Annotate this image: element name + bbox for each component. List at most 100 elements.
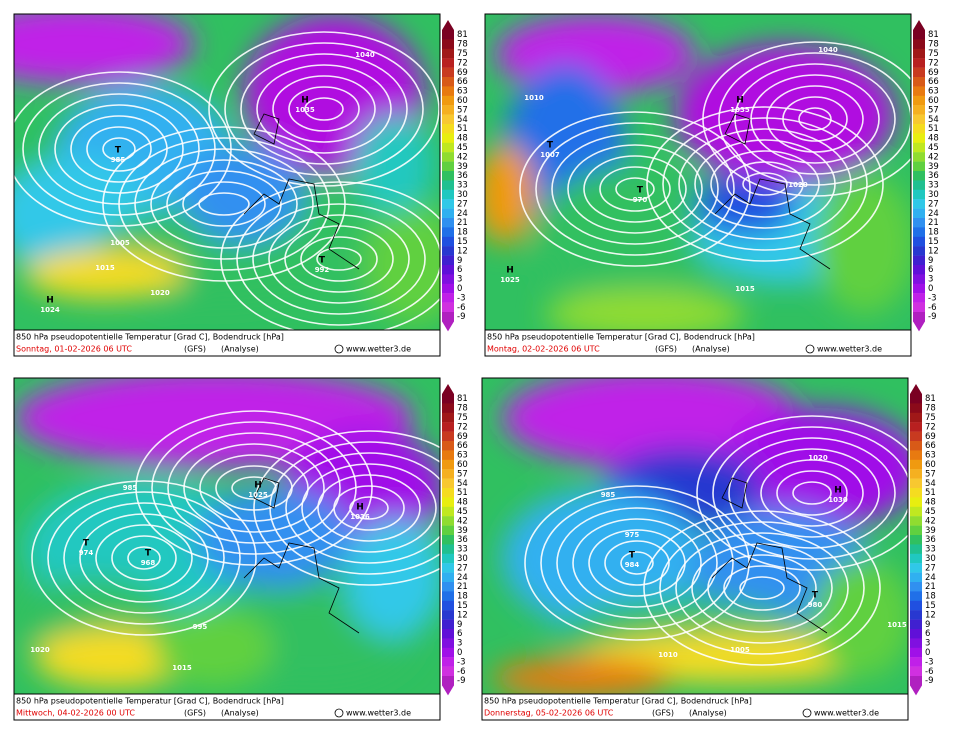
colorbar-cell <box>442 227 454 237</box>
colorbar-cell <box>913 133 925 143</box>
pressure-label: 1015 <box>887 621 907 629</box>
isobar <box>718 52 911 186</box>
colorbar-cell <box>913 152 925 162</box>
colorbar-cell <box>442 86 454 96</box>
isobar <box>678 128 852 240</box>
colorbar-label: 30 <box>928 190 939 200</box>
caption-model: (GFS) <box>184 709 206 718</box>
colorbar-label: 57 <box>457 469 468 479</box>
isobar <box>199 454 309 522</box>
isobar <box>240 53 408 165</box>
colorbar-label: 0 <box>457 284 462 294</box>
colorbar-cell <box>442 48 454 59</box>
isobar <box>643 510 881 666</box>
isobar <box>316 247 362 271</box>
pressure-label: 1025 <box>248 491 268 499</box>
isobar <box>349 496 389 520</box>
isobar <box>301 463 437 553</box>
colorbar-cell <box>442 563 454 573</box>
colorbar-label: 21 <box>457 582 468 592</box>
caption-credit: www.wetter3.de <box>817 345 882 354</box>
colorbar-label: 45 <box>925 507 936 517</box>
colorbar-label: 3 <box>457 639 462 649</box>
colorbar-label: 27 <box>925 563 936 573</box>
colorbar-cell <box>913 39 925 49</box>
colorbar-cell <box>442 77 454 87</box>
colorbar-cell <box>913 180 925 190</box>
copyright-icon <box>334 344 344 354</box>
colorbar-label: 6 <box>928 265 933 275</box>
pressure-label: 985 <box>111 156 126 164</box>
isobar <box>707 554 817 622</box>
isobar <box>604 540 670 586</box>
isobar <box>723 565 801 611</box>
colorbar-cell <box>442 582 454 592</box>
colorbar-cell <box>442 610 454 620</box>
colorbar-label: 54 <box>457 479 468 489</box>
isobar <box>31 480 257 636</box>
colorbar-label: 12 <box>928 246 939 256</box>
pressure-label: 970 <box>633 196 648 204</box>
colorbar-cell <box>442 208 454 219</box>
colorbar-cell <box>442 312 454 322</box>
colorbar-label: 36 <box>457 535 468 545</box>
caption-date: Donnerstag, 05-02-2026 06 UTC <box>484 709 614 718</box>
colorbar-cell <box>910 535 922 545</box>
colorbar-cell <box>442 469 454 479</box>
colorbar-label: 30 <box>457 554 468 564</box>
colorbar-label: 39 <box>928 162 939 172</box>
colorbar-cell <box>442 459 454 470</box>
colorbar-label: 45 <box>457 507 468 517</box>
isobar <box>256 64 392 154</box>
colorbar-label: 57 <box>928 105 939 115</box>
colorbar-label: 6 <box>925 629 930 639</box>
colorbar-cell <box>910 553 922 564</box>
colorbar-cell <box>442 255 454 266</box>
colorbar-label: 0 <box>928 284 933 294</box>
isobar <box>766 85 864 153</box>
colorbar-label: 66 <box>928 77 939 87</box>
colorbar-label: 63 <box>457 87 468 97</box>
colorbar-label: 75 <box>928 49 939 59</box>
isobar <box>798 107 832 131</box>
colorbar-cell <box>442 293 454 303</box>
colorbar-label: 69 <box>457 68 468 78</box>
colorbar-label: 18 <box>457 228 468 238</box>
caption-credit: www.wetter3.de <box>814 709 879 718</box>
temperature-blob <box>492 658 672 694</box>
pressure-label: 974 <box>79 549 94 557</box>
colorbar-cell <box>910 450 922 460</box>
isobar <box>272 75 376 143</box>
isobar <box>166 170 282 238</box>
colorbar-label: 3 <box>457 275 462 285</box>
colorbar-cell <box>442 676 454 686</box>
pressure-label: H <box>736 96 744 106</box>
colorbar-cell <box>913 199 925 209</box>
colorbar-cell <box>910 497 922 507</box>
colorbar-cell <box>913 189 925 200</box>
colorbar-cell <box>442 95 454 106</box>
colorbar-cell <box>913 58 925 68</box>
colorbar-cell <box>442 171 454 181</box>
colorbar-label: 42 <box>457 152 468 162</box>
colorbar-cell <box>913 161 925 172</box>
pressure-label: 1015 <box>95 264 115 272</box>
pressure-label: 1005 <box>110 239 130 247</box>
pressure-label: 1035 <box>730 106 750 114</box>
colorbar-cell <box>910 459 922 470</box>
colorbar-cell <box>910 610 922 620</box>
colorbar-cell <box>913 302 925 313</box>
pressure-label: 1040 <box>355 51 375 59</box>
colorbar-cell <box>442 39 454 49</box>
colorbar-top <box>913 20 925 30</box>
isobar <box>285 452 440 564</box>
temperature-blob <box>722 408 908 528</box>
caption-model: (GFS) <box>655 345 677 354</box>
isobar <box>95 524 193 592</box>
colorbar-cell <box>442 431 454 442</box>
colorbar-cell <box>910 488 922 498</box>
